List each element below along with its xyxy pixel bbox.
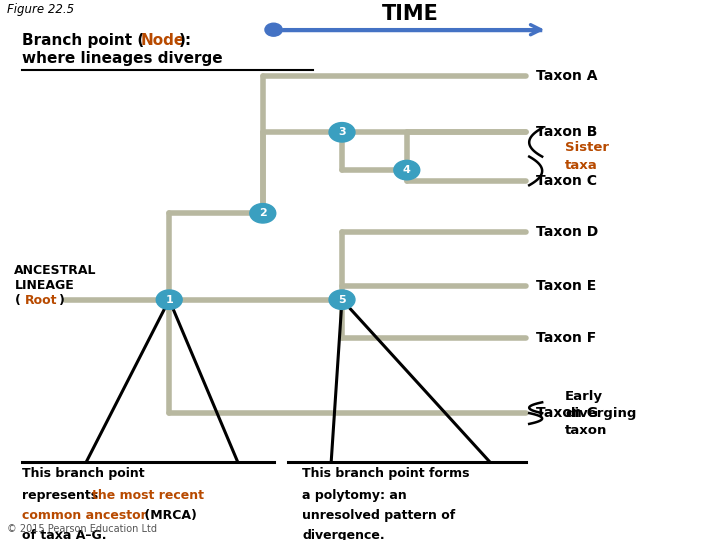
Text: Taxon B: Taxon B xyxy=(536,125,598,139)
Text: Taxon A: Taxon A xyxy=(536,69,598,83)
Text: 5: 5 xyxy=(338,295,346,305)
Text: the most recent: the most recent xyxy=(92,489,204,502)
Text: divergence.: divergence. xyxy=(302,529,385,540)
Text: ANCESTRAL: ANCESTRAL xyxy=(14,264,97,276)
Text: Sister
taxa: Sister taxa xyxy=(565,141,609,172)
Text: ):: ): xyxy=(179,32,192,48)
Text: Root: Root xyxy=(25,294,58,307)
Text: TIME: TIME xyxy=(382,3,438,24)
Text: represents: represents xyxy=(22,489,102,502)
Text: LINEAGE: LINEAGE xyxy=(14,279,74,292)
Circle shape xyxy=(156,290,182,309)
Circle shape xyxy=(250,204,276,223)
Text: Taxon D: Taxon D xyxy=(536,225,598,239)
Text: (MRCA): (MRCA) xyxy=(140,509,197,522)
Circle shape xyxy=(329,290,355,309)
Text: a polytomy: an: a polytomy: an xyxy=(302,489,407,502)
Text: of taxa A–G.: of taxa A–G. xyxy=(22,529,106,540)
Text: 3: 3 xyxy=(338,127,346,137)
Text: 2: 2 xyxy=(259,208,266,218)
Text: ): ) xyxy=(59,294,65,307)
Text: Taxon F: Taxon F xyxy=(536,330,597,345)
Text: 1: 1 xyxy=(166,295,173,305)
Text: Taxon G: Taxon G xyxy=(536,406,598,420)
Text: Branch point (: Branch point ( xyxy=(22,32,144,48)
Text: This branch point: This branch point xyxy=(22,467,144,480)
Text: Taxon E: Taxon E xyxy=(536,279,597,293)
Text: Early
diverging
taxon: Early diverging taxon xyxy=(565,389,636,437)
Text: common ancestor: common ancestor xyxy=(22,509,146,522)
Text: This branch point forms: This branch point forms xyxy=(302,467,470,480)
Text: Figure 22.5: Figure 22.5 xyxy=(7,3,74,16)
Text: © 2015 Pearson Education Ltd: © 2015 Pearson Education Ltd xyxy=(7,523,157,534)
Text: Node: Node xyxy=(140,32,184,48)
Circle shape xyxy=(394,160,420,180)
Circle shape xyxy=(265,23,282,36)
Circle shape xyxy=(329,123,355,142)
Text: 4: 4 xyxy=(403,165,410,175)
Text: unresolved pattern of: unresolved pattern of xyxy=(302,509,456,522)
Text: where lineages diverge: where lineages diverge xyxy=(22,51,222,66)
Text: (: ( xyxy=(14,294,20,307)
Text: Taxon C: Taxon C xyxy=(536,174,598,188)
